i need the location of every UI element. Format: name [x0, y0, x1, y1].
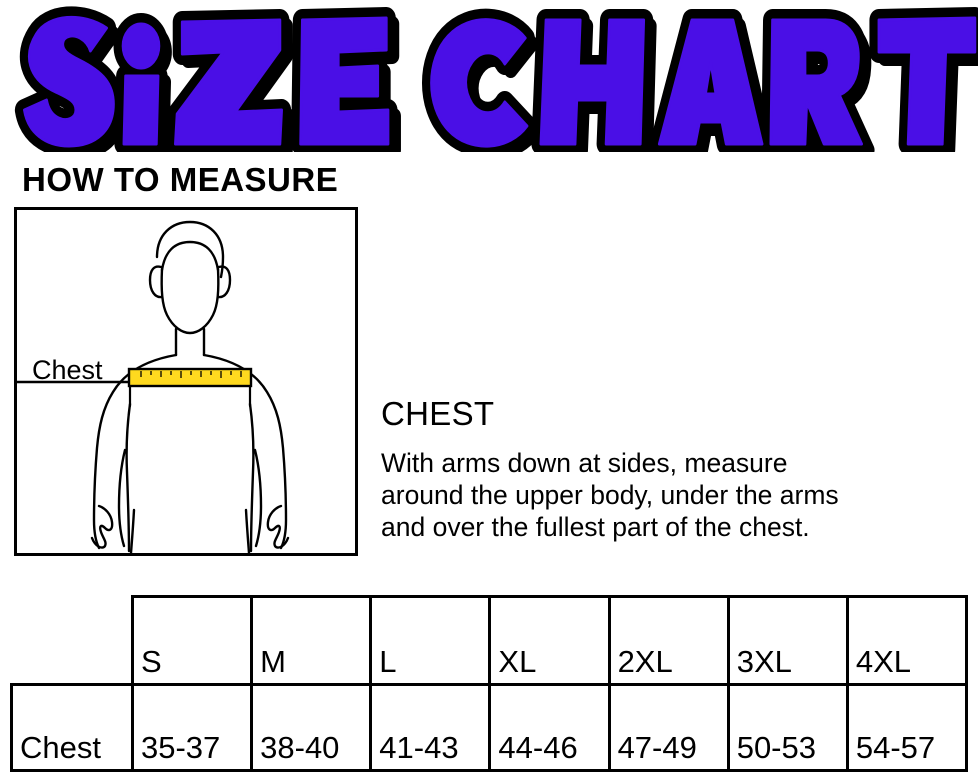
table-header-l: L — [369, 595, 492, 686]
cell-chest-4xl: 54-57 — [845, 683, 969, 772]
chest-description-line-3: and over the fullest part of the chest. — [381, 512, 810, 542]
table-header-2xl: 2XL — [607, 595, 730, 686]
cell-chest-l: 41-43 — [369, 683, 492, 772]
chest-measurement-label: Chest — [32, 355, 103, 385]
table-header-xl: XL — [488, 595, 611, 686]
chest-description-heading: CHEST — [381, 395, 495, 432]
chest-description-block: CHEST With arms down at sides, measure a… — [381, 395, 976, 543]
table-row: Chest 35-37 38-40 41-43 44-46 47-49 50-5… — [10, 683, 969, 772]
how-to-measure-heading: HOW TO MEASURE — [22, 161, 339, 198]
table-header-s: S — [130, 595, 254, 686]
table-header-m: M — [250, 595, 373, 686]
chest-description-line-2: around the upper body, under the arms — [381, 480, 839, 510]
male-torso-figure-icon — [17, 220, 290, 553]
table-header-4xl: 4XL — [845, 595, 969, 686]
cell-chest-2xl: 47-49 — [607, 683, 730, 772]
size-chart-table: S M L XL 2XL 3XL 4XL Chest 35-37 38-40 4… — [10, 595, 969, 772]
size-chart-title-art — [0, 0, 978, 152]
cell-chest-m: 38-40 — [250, 683, 373, 772]
cell-chest-xl: 44-46 — [488, 683, 611, 772]
table-header-row: S M L XL 2XL 3XL 4XL — [12, 595, 969, 686]
cell-chest-s: 35-37 — [130, 683, 254, 772]
row-label-chest: Chest — [10, 683, 134, 772]
table-corner-blank — [12, 597, 133, 685]
chest-description-line-1: With arms down at sides, measure — [381, 448, 788, 478]
page-title — [0, 0, 978, 152]
cell-chest-3xl: 50-53 — [726, 683, 849, 772]
measuring-tape-icon — [127, 367, 253, 388]
table-header-3xl: 3XL — [726, 595, 849, 686]
measurement-diagram — [14, 207, 358, 556]
